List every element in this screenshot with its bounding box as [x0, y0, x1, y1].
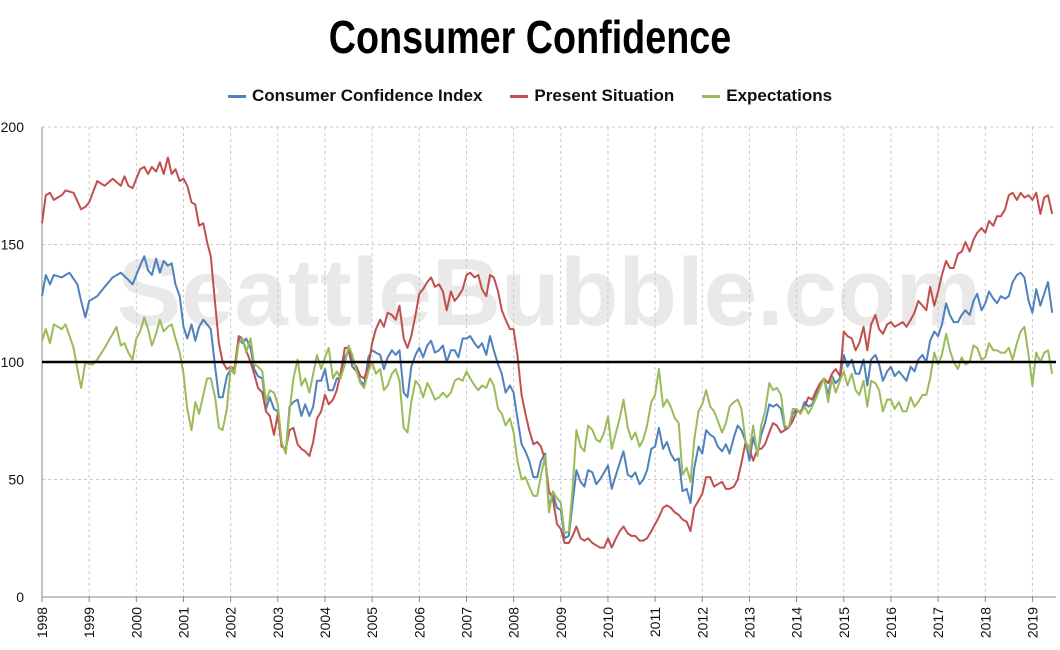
legend-swatch-expectations — [702, 94, 721, 98]
x-tick-label-2018: 2018 — [977, 607, 993, 638]
chart-title: Consumer Confidence — [328, 11, 732, 63]
x-tick-label-2005: 2005 — [364, 607, 380, 638]
x-tick-label-2016: 2016 — [883, 607, 899, 638]
legend-swatch-cci — [227, 94, 246, 98]
x-tick-label-2008: 2008 — [506, 607, 522, 638]
x-tick-label-2011: 2011 — [647, 607, 663, 637]
chart-legend: Consumer Confidence Index Present Situat… — [0, 86, 1060, 106]
y-tick-label-200: 200 — [1, 119, 25, 135]
x-tick-label-2002: 2002 — [223, 607, 239, 638]
x-tick-label-2019: 2019 — [1024, 607, 1040, 638]
watermark: SeattleBubble.com — [117, 239, 981, 346]
x-tick-label-2003: 2003 — [270, 607, 286, 638]
x-tick-label-2017: 2017 — [930, 607, 946, 638]
x-tick-label-2009: 2009 — [553, 607, 569, 638]
x-tick-label-2000: 2000 — [128, 607, 144, 638]
legend-label-present: Present Situation — [534, 86, 675, 105]
x-tick-label-2004: 2004 — [317, 607, 333, 638]
y-tick-label-150: 150 — [1, 237, 25, 253]
legend-item-expectations: Expectations — [702, 86, 832, 106]
x-tick-label-2015: 2015 — [836, 607, 852, 638]
legend-item-present: Present Situation — [510, 86, 674, 106]
x-tick-label-2006: 2006 — [411, 607, 427, 638]
x-tick-label-2012: 2012 — [694, 607, 710, 638]
x-tick-label-2014: 2014 — [789, 607, 805, 638]
x-tick-label-2007: 2007 — [458, 607, 474, 638]
x-tick-label-2010: 2010 — [600, 607, 616, 638]
legend-item-cci: Consumer Confidence Index — [227, 86, 483, 106]
y-tick-label-50: 50 — [8, 472, 24, 488]
y-tick-label-0: 0 — [16, 589, 24, 605]
series-line-2 — [41, 316, 1054, 535]
x-tick-label-1998: 1998 — [34, 607, 50, 638]
x-tick-label-2001: 2001 — [175, 607, 191, 638]
y-tick-label-100: 100 — [1, 354, 25, 370]
legend-label-expectations: Expectations — [726, 86, 833, 105]
legend-swatch-present — [510, 94, 529, 98]
x-tick-label-2013: 2013 — [741, 607, 757, 638]
x-tick-label-1999: 1999 — [81, 607, 97, 638]
series-line-1 — [41, 156, 1054, 549]
legend-label-cci: Consumer Confidence Index — [251, 86, 483, 105]
